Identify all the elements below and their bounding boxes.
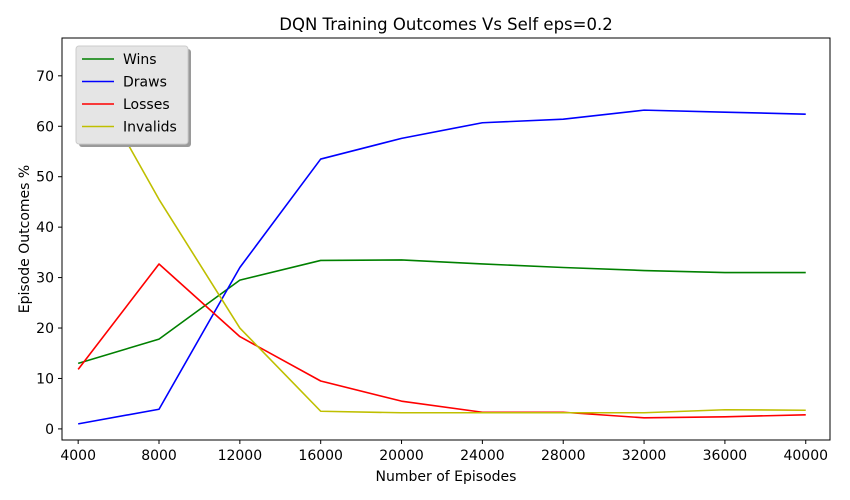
- x-tick-label: 40000: [783, 448, 828, 464]
- x-tick-label: 24000: [460, 448, 505, 464]
- y-tick-label: 50: [36, 170, 54, 186]
- y-tick-label: 70: [36, 69, 54, 85]
- series-line-invalids: [77, 55, 806, 414]
- y-axis: 0 10 20 30 40 50 60 70: [36, 69, 62, 438]
- x-tick-label: 32000: [622, 448, 667, 464]
- x-tick-label: 28000: [541, 448, 586, 464]
- series-line-draws: [78, 109, 806, 425]
- y-axis-title: Episode Outcomes %: [17, 165, 33, 313]
- chart-title: DQN Training Outcomes Vs Self eps=0.2: [279, 15, 612, 34]
- x-tick-label: 8000: [141, 448, 177, 464]
- y-tick-label: 10: [36, 371, 54, 387]
- series-lines: [77, 55, 806, 425]
- legend-label: Wins: [123, 52, 157, 68]
- x-tick-label: 36000: [703, 448, 748, 464]
- x-tick-label: 16000: [298, 448, 343, 464]
- series-line-wins: [77, 259, 806, 365]
- legend-label: Draws: [123, 75, 167, 91]
- x-axis: 4000 8000 12000 16000 20000 24000 28000 32000 36…: [60, 440, 828, 464]
- legend-box: [75, 45, 189, 145]
- y-tick-label: 40: [36, 220, 54, 236]
- x-tick-label: 12000: [218, 448, 263, 464]
- legend: Wins Draws Losses Invalids: [75, 45, 191, 147]
- y-tick-label: 30: [36, 271, 54, 287]
- y-tick-label: 60: [36, 119, 54, 135]
- legend-label: Invalids: [123, 120, 177, 136]
- x-tick-label: 4000: [60, 448, 96, 464]
- y-tick-label: 0: [45, 422, 54, 438]
- legend-label: Losses: [123, 97, 170, 113]
- y-tick-label: 20: [36, 321, 54, 337]
- series-line-losses: [77, 263, 806, 419]
- x-axis-title: Number of Episodes: [376, 469, 517, 485]
- x-tick-label: 20000: [379, 448, 424, 464]
